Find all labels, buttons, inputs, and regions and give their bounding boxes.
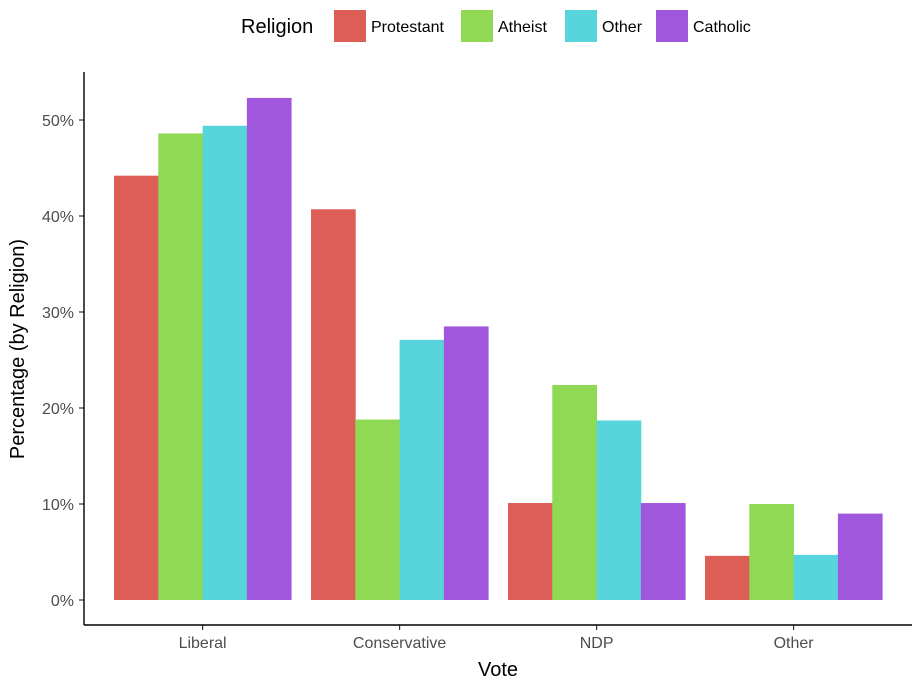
- legend-key-other: [565, 10, 597, 42]
- y-tick-label: 10%: [42, 497, 74, 514]
- legend-label: Atheist: [498, 19, 547, 36]
- y-tick-label: 40%: [42, 209, 74, 226]
- bar-catholic-ndp: [640, 503, 686, 600]
- bar-protestant-liberal: [114, 175, 159, 600]
- y-tick-label: 0%: [51, 593, 74, 610]
- bar-protestant-other: [705, 555, 750, 600]
- bar-atheist-ndp: [552, 384, 597, 600]
- bar-protestant-ndp: [508, 503, 553, 600]
- legend-label: Other: [602, 19, 643, 36]
- legend-label: Catholic: [693, 19, 751, 36]
- legend-title: Religion: [241, 16, 313, 38]
- legend-key-atheist: [461, 10, 493, 42]
- x-axis-ticks: Liberal Conservative NDP Other: [179, 625, 815, 652]
- bar-atheist-liberal: [158, 133, 203, 600]
- bar-other-conservative: [399, 339, 445, 600]
- legend-label: Protestant: [371, 19, 444, 36]
- x-tick-label: Liberal: [179, 635, 227, 652]
- legend: Religion Protestant Atheist Other Catholic: [241, 10, 751, 42]
- bar-other-liberal: [202, 125, 248, 600]
- bar-atheist-other: [749, 504, 794, 600]
- legend-key-protestant: [334, 10, 366, 42]
- bars: [114, 97, 883, 601]
- bar-catholic-other: [837, 513, 883, 600]
- y-axis-ticks: 0% 10% 20% 30% 40% 50%: [42, 113, 84, 610]
- x-tick-label: NDP: [580, 635, 614, 652]
- x-axis-title: Vote: [478, 659, 518, 681]
- bar-other-ndp: [596, 420, 642, 600]
- bar-other-other: [793, 554, 839, 600]
- y-axis-title: Percentage (by Religion): [7, 239, 29, 459]
- bar-catholic-conservative: [443, 326, 489, 600]
- bar-atheist-conservative: [355, 419, 400, 600]
- legend-key-catholic: [656, 10, 688, 42]
- y-tick-label: 20%: [42, 401, 74, 418]
- y-tick-label: 50%: [42, 113, 74, 130]
- bar-catholic-liberal: [246, 97, 292, 601]
- x-tick-label: Other: [774, 635, 815, 652]
- x-tick-label: Conservative: [353, 635, 446, 652]
- y-tick-label: 30%: [42, 305, 74, 322]
- bar-protestant-conservative: [311, 209, 356, 600]
